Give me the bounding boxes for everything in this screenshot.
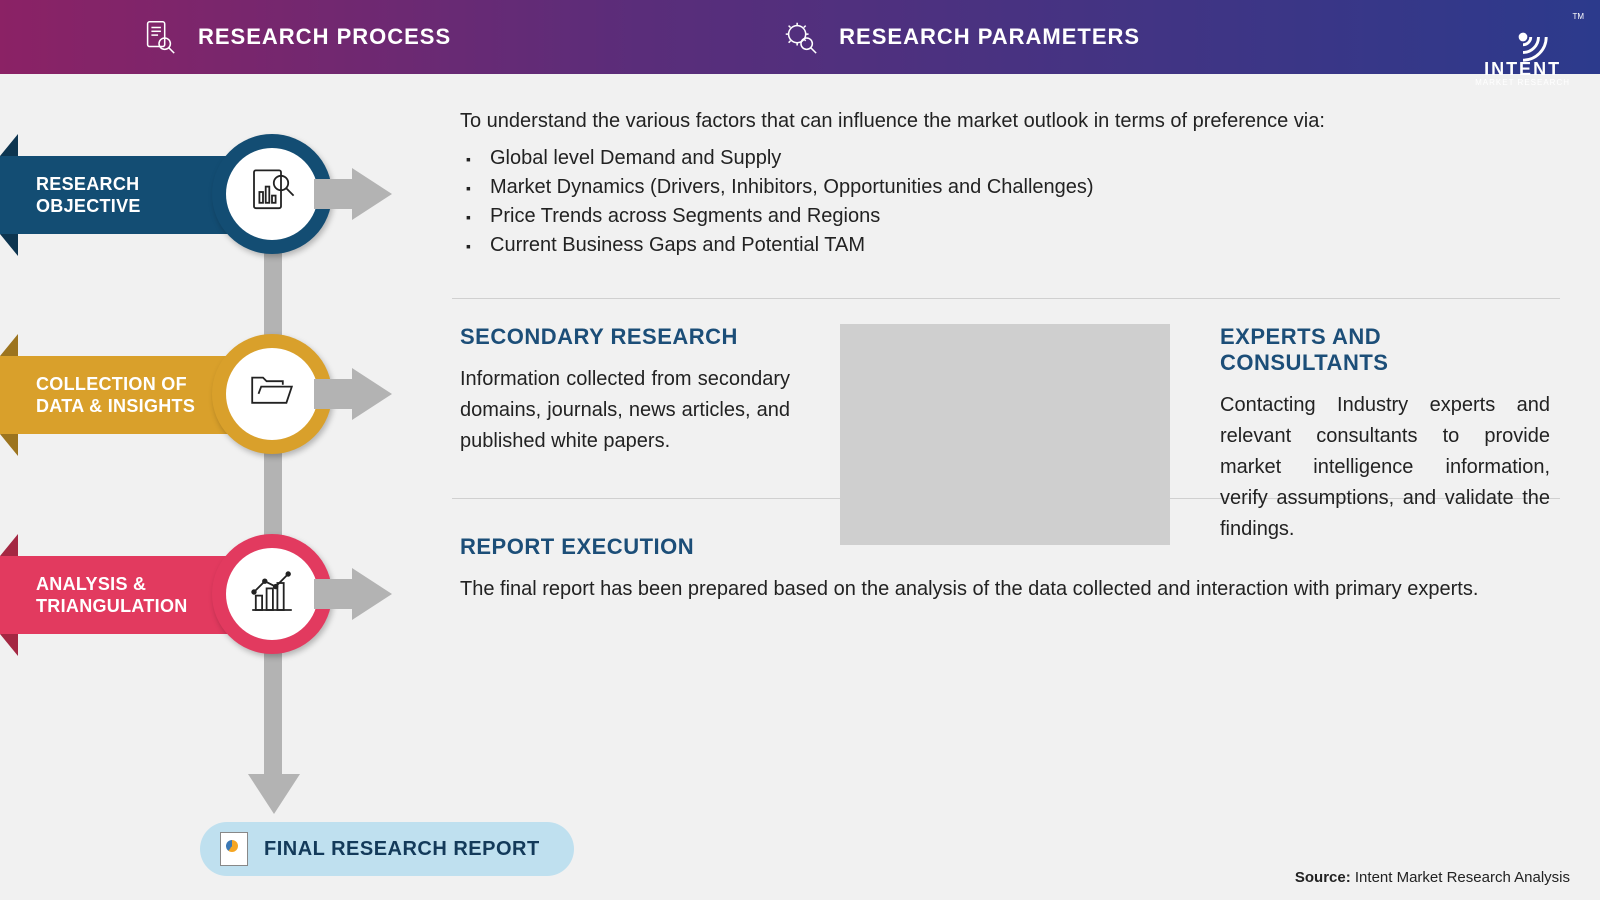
secondary-body: Information collected from secondary dom…	[460, 364, 790, 457]
objective-list: Global level Demand and Supply Market Dy…	[460, 147, 1550, 257]
list-item: Current Business Gaps and Potential TAM	[490, 234, 1550, 257]
header-left: RESEARCH PROCESS	[140, 18, 451, 56]
trademark-label: TM	[1572, 12, 1584, 21]
execution-body: The final report has been prepared based…	[460, 574, 1550, 605]
pane-objective: To understand the various factors that c…	[460, 110, 1550, 263]
header-right: RESEARCH PARAMETERS	[781, 18, 1140, 56]
secondary-heading: SECONDARY RESEARCH	[460, 324, 790, 350]
arrow-right-icon	[352, 168, 392, 220]
folder-open-icon	[245, 365, 299, 424]
report-doc-icon	[220, 832, 248, 866]
ribbon-tail	[0, 234, 18, 256]
stage-ribbon: ANALYSIS & TRIANGULATION	[0, 556, 230, 634]
pane-collection: SECONDARY RESEARCH Information collected…	[460, 324, 1550, 545]
diagram-canvas: RESEARCH OBJECTIVE COLLECTION OF DATA & …	[0, 74, 1600, 900]
bar-line-chart-icon	[245, 565, 299, 624]
stage-label: RESEARCH OBJECTIVE	[36, 173, 141, 218]
header-right-label: RESEARCH PARAMETERS	[839, 24, 1140, 50]
arrow-down-icon	[248, 774, 300, 814]
col-experts: EXPERTS AND CONSULTANTS Contacting Indus…	[1220, 324, 1550, 545]
logo-arc-icon	[1494, 8, 1552, 66]
vertical-connector	[264, 204, 282, 774]
document-chart-icon	[245, 165, 299, 224]
col-secondary: SECONDARY RESEARCH Information collected…	[460, 324, 790, 545]
ribbon-tail	[0, 434, 18, 456]
final-report-pill: FINAL RESEARCH REPORT	[200, 822, 574, 876]
gear-search-icon	[781, 18, 819, 56]
column-separator	[840, 324, 1170, 545]
stage-ribbon: RESEARCH OBJECTIVE	[0, 156, 230, 234]
stage-ribbon: COLLECTION OF DATA & INSIGHTS	[0, 356, 230, 434]
experts-heading: EXPERTS AND CONSULTANTS	[1220, 324, 1550, 376]
header-bar: RESEARCH PROCESS RESEARCH PARAMETERS TM …	[0, 0, 1600, 74]
stage-label: COLLECTION OF DATA & INSIGHTS	[36, 373, 195, 418]
divider-1	[452, 298, 1560, 299]
stage-label: ANALYSIS & TRIANGULATION	[36, 573, 188, 618]
ribbon-tail	[0, 334, 18, 356]
arrow-right-icon	[352, 568, 392, 620]
document-search-icon	[140, 18, 178, 56]
experts-body: Contacting Industry experts and relevant…	[1220, 390, 1550, 545]
pane-analysis: REPORT EXECUTION The final report has be…	[460, 534, 1550, 605]
execution-heading: REPORT EXECUTION	[460, 534, 1550, 560]
final-report-label: FINAL RESEARCH REPORT	[264, 838, 540, 861]
ribbon-tail	[0, 634, 18, 656]
header-left-label: RESEARCH PROCESS	[198, 24, 451, 50]
arrow-right-icon	[352, 368, 392, 420]
source-line: Source: Intent Market Research Analysis	[1295, 869, 1570, 886]
source-value: Intent Market Research Analysis	[1355, 869, 1570, 886]
list-item: Price Trends across Segments and Regions	[490, 205, 1550, 228]
list-item: Global level Demand and Supply	[490, 147, 1550, 170]
ribbon-tail	[0, 534, 18, 556]
source-label: Source:	[1295, 869, 1351, 886]
objective-lead: To understand the various factors that c…	[460, 110, 1550, 133]
list-item: Market Dynamics (Drivers, Inhibitors, Op…	[490, 176, 1550, 199]
ribbon-tail	[0, 134, 18, 156]
